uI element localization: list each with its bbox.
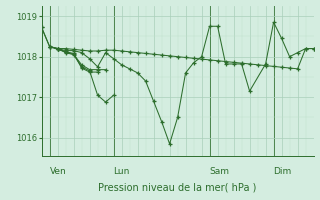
Text: Lun: Lun	[114, 167, 130, 176]
Text: Pression niveau de la mer( hPa ): Pression niveau de la mer( hPa )	[99, 183, 257, 193]
Text: Sam: Sam	[210, 167, 230, 176]
Text: Dim: Dim	[274, 167, 292, 176]
Text: Ven: Ven	[50, 167, 66, 176]
